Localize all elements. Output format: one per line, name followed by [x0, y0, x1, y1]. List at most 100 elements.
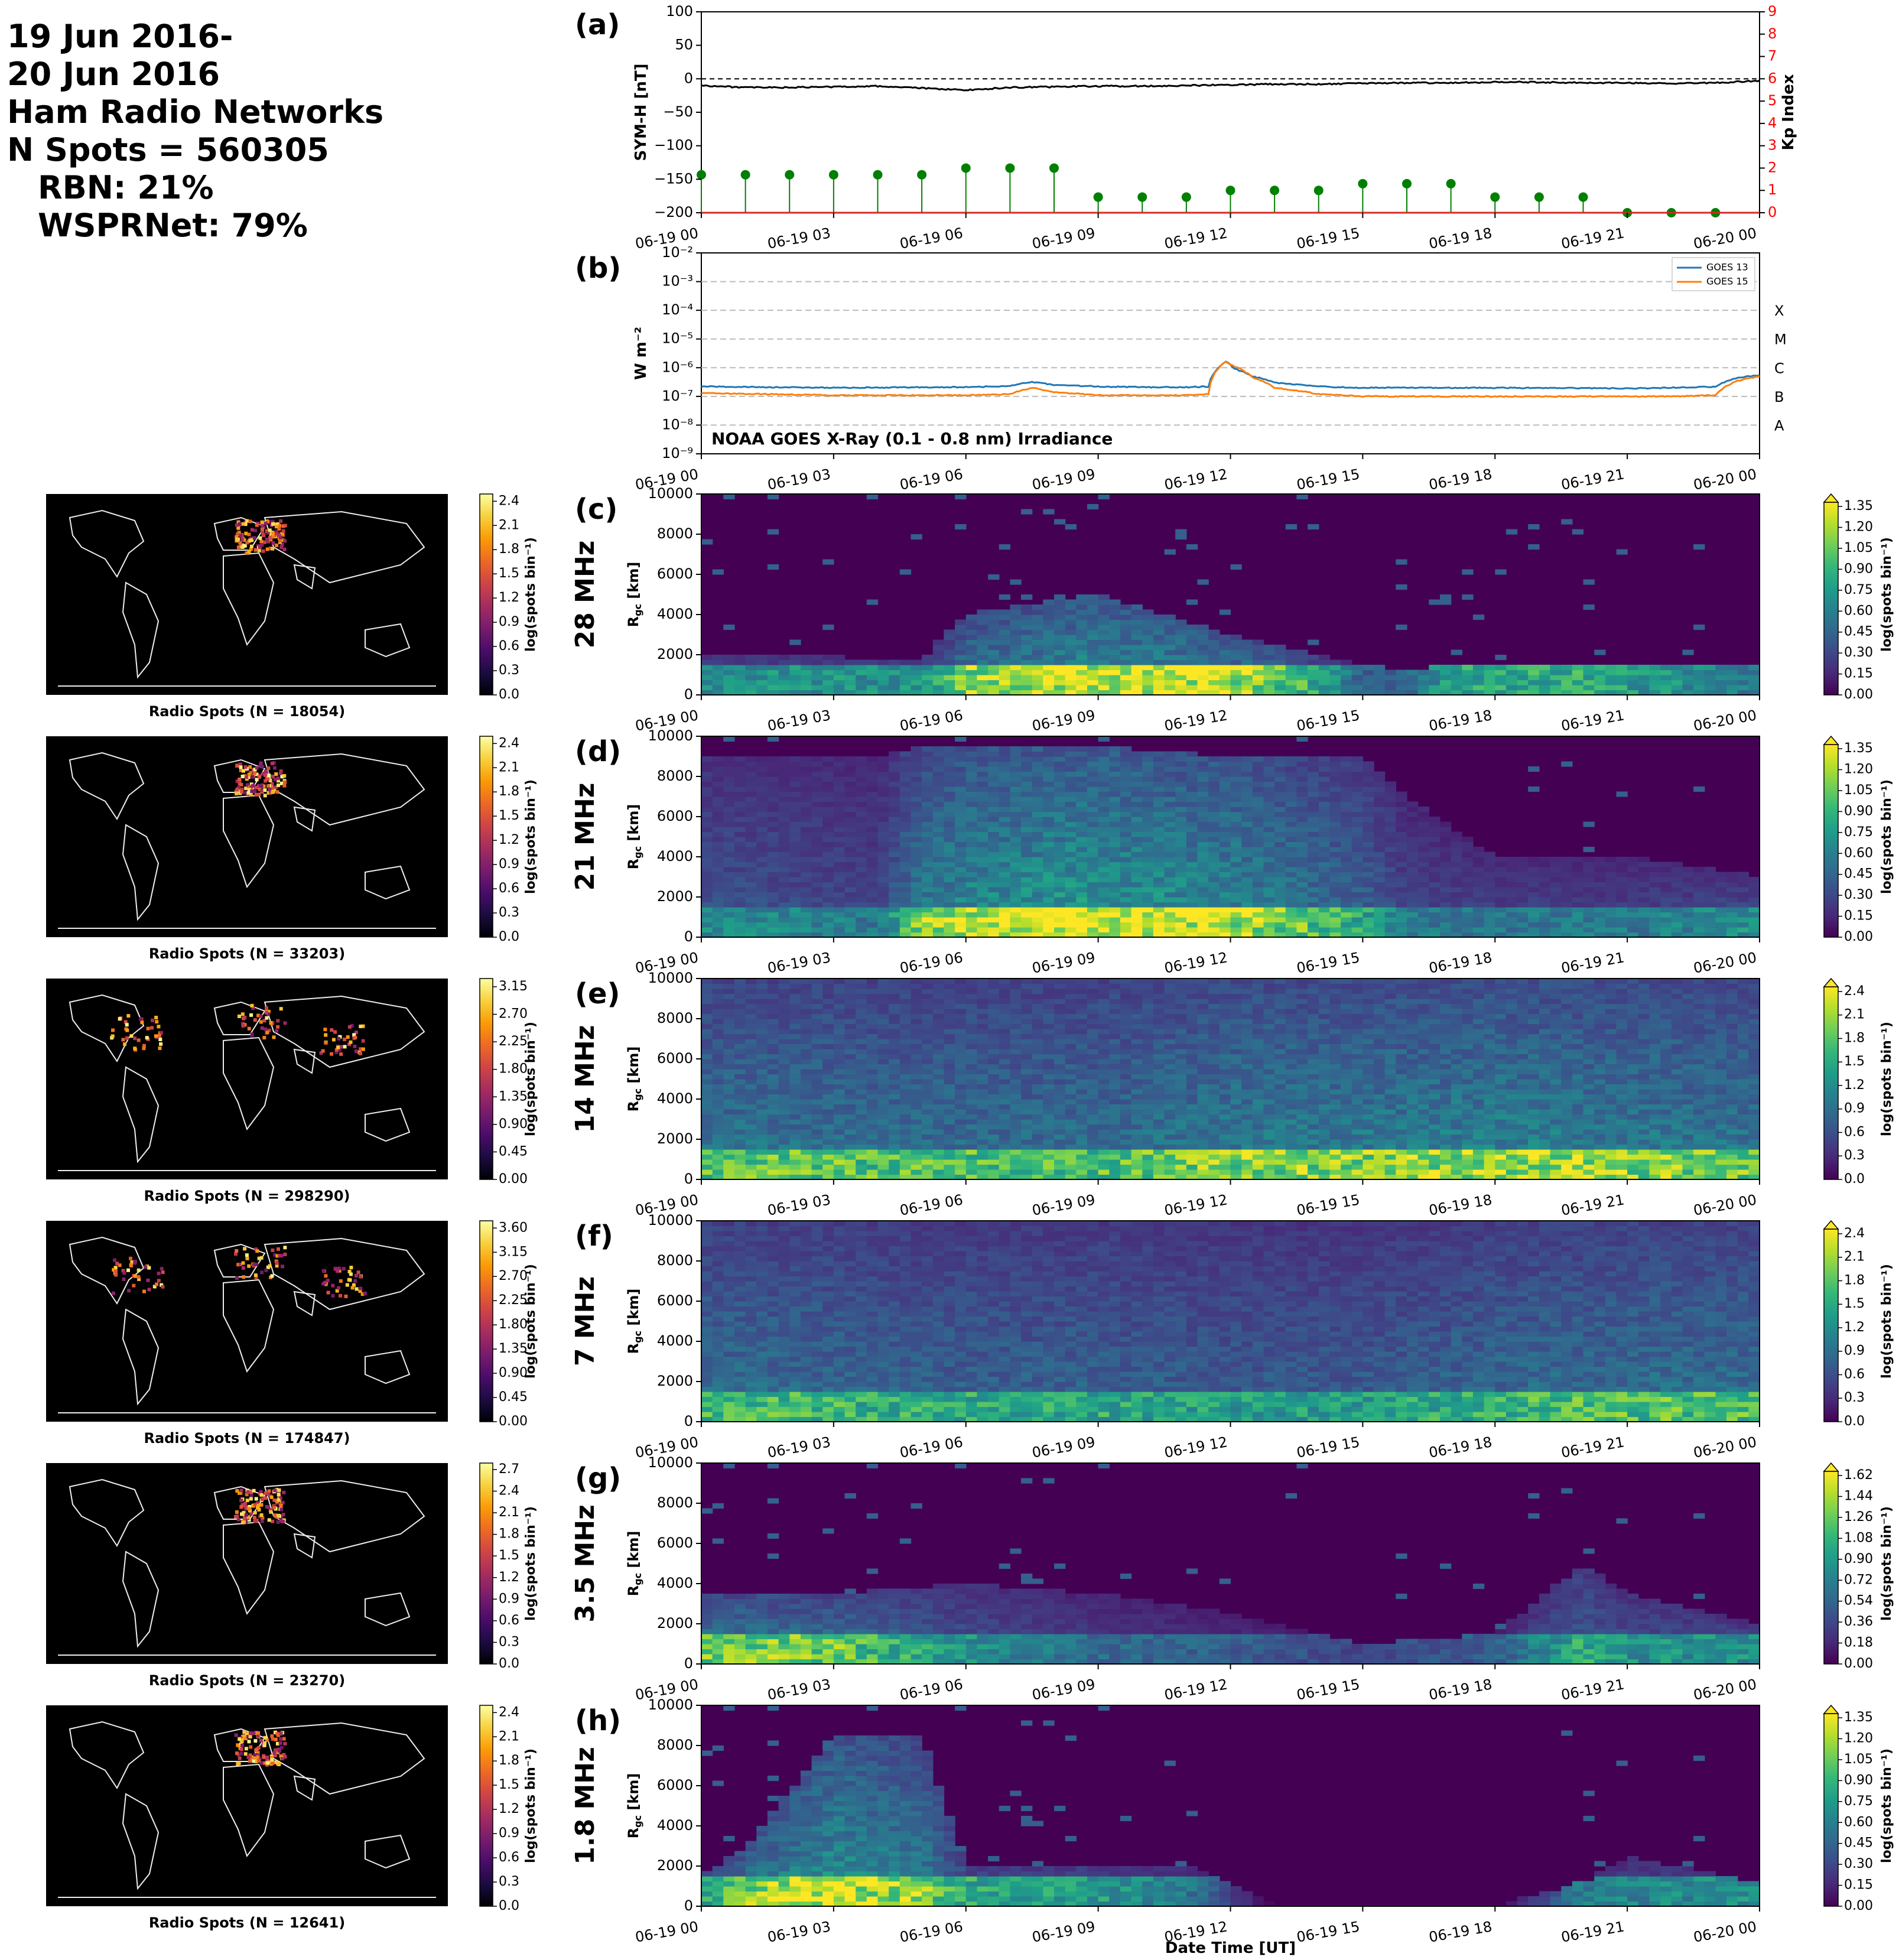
heatmap-cell	[1285, 807, 1298, 812]
heatmap-cell	[811, 1074, 823, 1080]
heatmap-cell	[723, 1099, 735, 1105]
heatmap-cell	[1219, 872, 1231, 877]
heatmap-cell	[1417, 897, 1429, 903]
heatmap-cell	[1263, 887, 1275, 893]
heatmap-cell	[965, 751, 978, 757]
heatmap-cell	[999, 629, 1010, 635]
heatmap-cell	[1010, 902, 1022, 908]
heatmap-cell	[1693, 932, 1705, 938]
spot-marker	[236, 545, 240, 550]
heatmap-cell	[1010, 675, 1022, 681]
heatmap-cell	[767, 1104, 779, 1110]
heatmap-cell	[1219, 841, 1231, 847]
heatmap-cell	[1451, 867, 1462, 873]
x-tick-label: 06-19 09	[1031, 225, 1097, 252]
heatmap-cell	[1010, 786, 1022, 792]
heatmap-cell	[1318, 841, 1331, 847]
spot-marker	[248, 519, 252, 524]
heatmap-cell	[1043, 599, 1055, 605]
heatmap-cell	[1054, 932, 1066, 938]
heatmap-cell	[822, 1149, 834, 1155]
header-line-nspots: N Spots = 560305	[7, 131, 329, 168]
heatmap-cell	[1407, 897, 1419, 903]
heatmap-cell	[1329, 831, 1341, 837]
heatmap-cell	[1076, 877, 1088, 883]
heatmap-cell	[734, 867, 746, 873]
heatmap-cell	[756, 766, 768, 772]
spot-marker	[271, 522, 275, 526]
heatmap-cell	[789, 932, 801, 938]
heatmap-cell	[1010, 897, 1022, 903]
heatmap-cell	[1638, 927, 1650, 933]
heatmap-cell	[789, 1094, 801, 1100]
heatmap-cell	[1318, 685, 1331, 691]
heatmap-cell	[1230, 811, 1242, 817]
heatmap-cell	[1208, 912, 1220, 918]
heatmap-cell	[778, 1144, 790, 1150]
heatmap-cell	[877, 927, 889, 933]
x-tick-label: 06-19 06	[899, 466, 964, 493]
heatmap-cell	[1252, 690, 1264, 695]
heatmap-cell	[800, 659, 812, 665]
heatmap-cell	[1131, 635, 1143, 641]
heatmap-cell	[977, 766, 988, 772]
heatmap-cell	[1528, 877, 1540, 883]
colorbar-extend-arrow	[1823, 735, 1839, 745]
heatmap-cell	[701, 675, 713, 681]
heatmap-cell	[856, 837, 867, 843]
heatmap-cell	[822, 1009, 834, 1015]
heatmap-cell	[1043, 665, 1055, 671]
heatmap-cell	[833, 801, 846, 807]
heatmap-cell	[800, 786, 812, 792]
heatmap-cell	[1429, 669, 1440, 675]
heatmap-cell	[1197, 827, 1209, 833]
heatmap-cell	[932, 771, 945, 777]
heatmap-cell	[1605, 902, 1617, 908]
heatmap-cell	[1517, 675, 1529, 681]
spot-marker	[280, 532, 284, 536]
heatmap-cell	[1704, 892, 1716, 898]
spot-marker	[278, 539, 282, 542]
heatmap-cell	[1109, 807, 1121, 812]
kp-point	[1181, 192, 1191, 202]
heatmap-cell	[745, 690, 757, 695]
spot-marker	[271, 535, 275, 539]
heatmap-cell	[1120, 922, 1132, 928]
heatmap-cell	[1186, 897, 1198, 903]
heatmap-cell	[800, 1174, 812, 1180]
heatmap-cell	[844, 887, 856, 893]
heatmap-cell	[1164, 872, 1176, 877]
heatmap-cell	[800, 912, 812, 918]
heatmap-cell	[1241, 932, 1253, 938]
panel-a-letter: (a)	[575, 8, 620, 41]
heatmap-cell	[701, 1164, 713, 1170]
heatmap-cell	[1186, 680, 1198, 685]
spot-marker	[235, 537, 239, 541]
heatmap-cell	[1285, 831, 1298, 837]
heatmap-cell	[811, 807, 823, 812]
heatmap-cell	[866, 817, 879, 823]
heatmap-cell	[745, 897, 757, 903]
heatmap-cell	[745, 1044, 757, 1049]
heatmap-cell	[1241, 675, 1253, 681]
heatmap-cell	[1252, 851, 1264, 857]
heatmap-cell	[1263, 862, 1275, 867]
heatmap-cell	[1462, 569, 1474, 575]
heatmap-cell	[1263, 776, 1275, 782]
heatmap-cell	[1208, 851, 1220, 857]
heatmap-cell	[1241, 841, 1253, 847]
heatmap-cell	[1451, 669, 1462, 675]
heatmap-cell	[988, 751, 1000, 757]
heatmap-cell	[1208, 766, 1220, 772]
x-tick-label: 06-19 15	[1295, 225, 1361, 252]
heatmap-cell	[944, 807, 955, 812]
heatmap-cell	[1263, 892, 1275, 898]
heatmap-cell	[833, 1169, 846, 1175]
flare-class-label: X	[1774, 303, 1784, 319]
heatmap-cell	[1164, 837, 1176, 843]
heatmap-cell	[1032, 887, 1043, 893]
heatmap-cell	[1186, 675, 1198, 681]
heatmap-cell	[965, 902, 978, 908]
heatmap-cell	[734, 983, 746, 989]
heatmap-cell	[712, 827, 724, 833]
